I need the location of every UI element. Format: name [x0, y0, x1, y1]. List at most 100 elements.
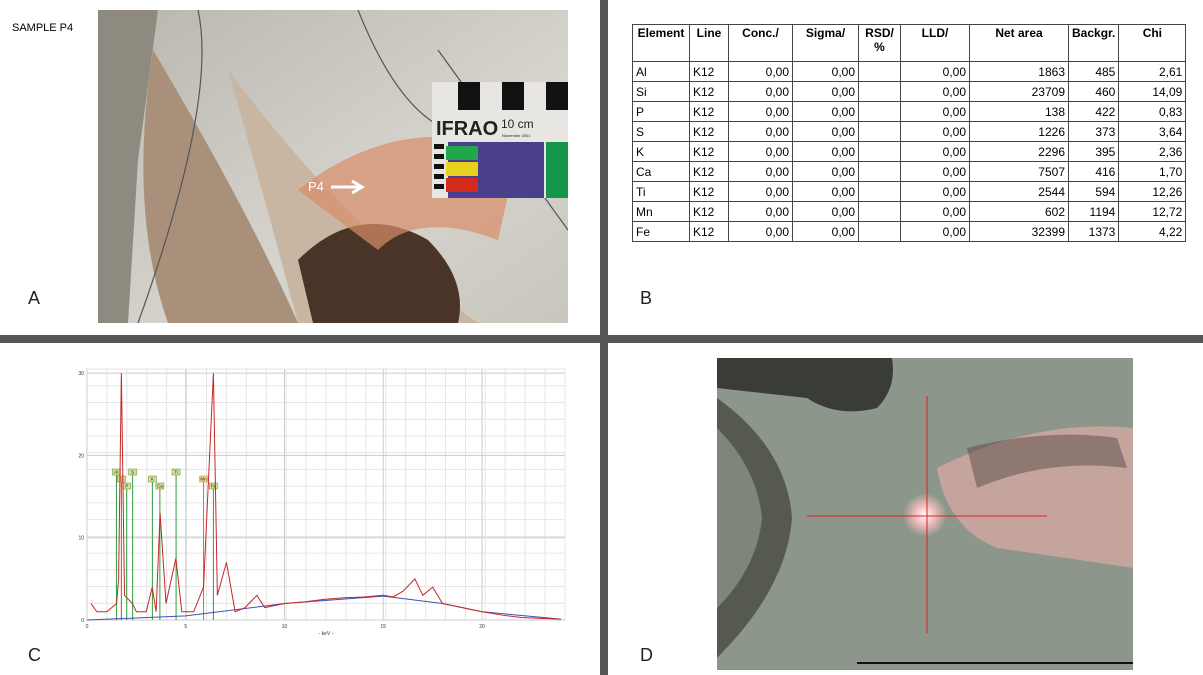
arrow-label: P4	[308, 179, 324, 194]
table-cell: 0,00	[901, 82, 970, 102]
table-cell: 0,00	[793, 142, 859, 162]
table-cell: Mn	[633, 202, 690, 222]
table-cell: 0,00	[793, 202, 859, 222]
table-cell: Si	[633, 82, 690, 102]
table-cell: K12	[690, 82, 729, 102]
table-cell: 0,00	[729, 202, 793, 222]
spectrum-chart: 051015200102030- keV -AlSiPSKCaTiMnFe	[60, 355, 580, 640]
table-cell: 0,00	[793, 62, 859, 82]
table-cell: 602	[970, 202, 1069, 222]
table-cell: 416	[1069, 162, 1119, 182]
table-cell	[859, 102, 901, 122]
table-cell: 485	[1069, 62, 1119, 82]
table-row: TiK120,000,000,00254459412,26	[633, 182, 1186, 202]
figure: SAMPLE P4 A B C D IFRAO 10 cm November 2…	[0, 0, 1203, 675]
photo-d	[717, 358, 1133, 670]
element-tag: Al	[114, 470, 118, 475]
table-cell	[859, 182, 901, 202]
table-cell: 1863	[970, 62, 1069, 82]
y-tick-label: 10	[78, 536, 84, 542]
table-cell: 23709	[970, 82, 1069, 102]
y-tick-label: 0	[81, 618, 84, 624]
table-cell: 373	[1069, 122, 1119, 142]
table-cell: 0,00	[793, 122, 859, 142]
table-cell: K	[633, 142, 690, 162]
table-cell: 0,00	[901, 202, 970, 222]
table-cell: 0,00	[901, 162, 970, 182]
sample-label: SAMPLE P4	[12, 22, 73, 34]
x-tick-label: 5	[184, 624, 187, 630]
table-cell: 0,00	[729, 122, 793, 142]
table-cell: 4,22	[1119, 222, 1186, 242]
table-cell: 2296	[970, 142, 1069, 162]
table-cell	[859, 82, 901, 102]
header-cell: Element	[633, 25, 690, 62]
table-cell: Fe	[633, 222, 690, 242]
panel-label: A	[28, 288, 40, 309]
table-cell: K12	[690, 222, 729, 242]
table-cell: 0,00	[793, 222, 859, 242]
table-cell	[859, 202, 901, 222]
table-cell: 0,00	[729, 62, 793, 82]
card-size: 10 cm	[501, 117, 534, 131]
element-tag: Ti	[174, 470, 178, 475]
table-cell: 7507	[970, 162, 1069, 182]
table-cell: 2544	[970, 182, 1069, 202]
header-cell: RSD/ %	[859, 25, 901, 62]
table-cell: 0,00	[729, 222, 793, 242]
header-cell: Backgr.	[1069, 25, 1119, 62]
table-cell: K12	[690, 122, 729, 142]
y-tick-label: 30	[78, 371, 84, 377]
table-cell: K12	[690, 162, 729, 182]
element-tag: K	[151, 477, 154, 482]
results-table: ElementLineConc./Sigma/RSD/ %LLD/Net are…	[632, 24, 1186, 242]
table-cell: 2,36	[1119, 142, 1186, 162]
table-cell: 0,00	[793, 102, 859, 122]
table-cell: 1,70	[1119, 162, 1186, 182]
element-tag: Mn	[200, 477, 207, 482]
table-cell: 138	[970, 102, 1069, 122]
table-cell: 0,00	[729, 82, 793, 102]
table-cell: 0,00	[729, 182, 793, 202]
table-cell	[859, 222, 901, 242]
card-date: November 2001	[502, 133, 531, 138]
header-cell: Sigma/	[793, 25, 859, 62]
table-cell: K12	[690, 182, 729, 202]
table-cell: 0,00	[901, 182, 970, 202]
table-cell: Al	[633, 62, 690, 82]
table-cell: K12	[690, 62, 729, 82]
x-tick-label: 15	[380, 624, 386, 630]
table-cell: 0,83	[1119, 102, 1186, 122]
panel-label: B	[640, 288, 652, 309]
table-cell: S	[633, 122, 690, 142]
x-tick-label: 20	[479, 624, 485, 630]
x-tick-label: 0	[86, 624, 89, 630]
table-cell: Ti	[633, 182, 690, 202]
photo-a: IFRAO 10 cm November 2001 P4	[98, 10, 568, 323]
table-cell: 14,09	[1119, 82, 1186, 102]
table-cell: 3,64	[1119, 122, 1186, 142]
table-cell: 0,00	[729, 162, 793, 182]
table-cell	[859, 62, 901, 82]
table-cell: 12,72	[1119, 202, 1186, 222]
header-cell: Line	[690, 25, 729, 62]
table-cell: 32399	[970, 222, 1069, 242]
table-cell: 0,00	[793, 182, 859, 202]
header-cell: Net area	[970, 25, 1069, 62]
table-cell: K12	[690, 142, 729, 162]
table-cell: Ca	[633, 162, 690, 182]
table-cell: 0,00	[901, 62, 970, 82]
element-tag: Ca	[157, 484, 163, 489]
divider-h	[0, 335, 1203, 343]
scale-card: IFRAO 10 cm November 2001	[432, 82, 568, 198]
header-cell: Conc./	[729, 25, 793, 62]
table-cell	[859, 122, 901, 142]
header-cell: LLD/	[901, 25, 970, 62]
